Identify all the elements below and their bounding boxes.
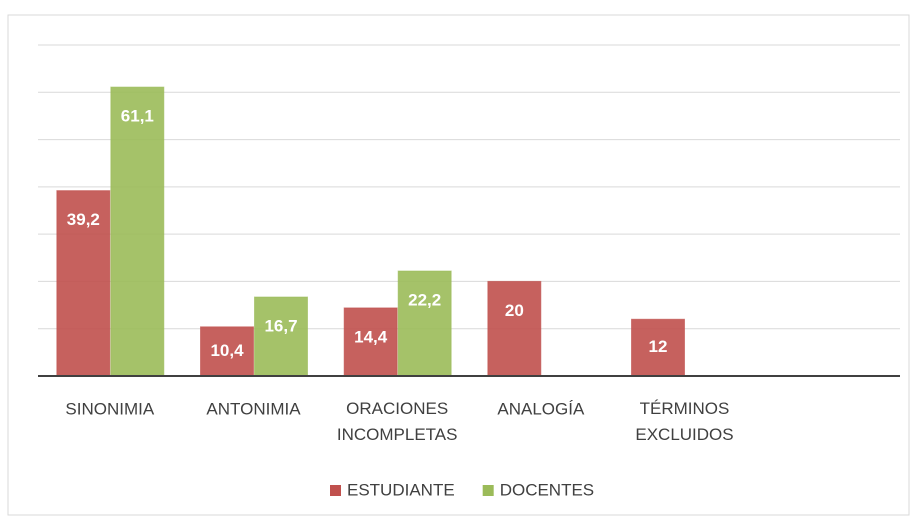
x-tick-line: EXCLUIDOS [635,425,733,444]
legend-swatch [330,485,341,496]
bar [56,190,111,377]
data-label: 20 [505,301,524,320]
data-label: 22,2 [408,291,441,310]
x-tick-label: TÉRMINOS EXCLUIDOS [635,399,733,444]
data-label: 10,4 [210,341,244,360]
x-tick-label: ANALOGÍA [497,399,585,418]
data-label: 14,4 [354,327,388,346]
x-tick-label: SINONIMIA [65,399,154,418]
legend-swatch [482,485,494,496]
x-tick-line: ORACIONES [346,399,448,418]
data-label: 39,2 [67,210,100,229]
bar [200,326,254,377]
legend-label: ESTUDIANTE [347,480,455,499]
x-tick-line: TÉRMINOS [640,399,730,418]
bar [110,86,165,377]
legend-label: DOCENTES [500,480,594,499]
data-label: 12 [649,337,668,356]
x-tick-line: INCOMPLETAS [337,425,458,444]
bar [487,280,542,377]
bar [631,318,685,377]
bar [254,296,308,377]
bar [397,270,452,377]
x-tick-label: ORACIONES INCOMPLETAS [337,399,458,444]
data-label: 61,1 [121,107,154,126]
data-label: 16,7 [264,317,297,336]
x-tick-label: ANTONIMIA [206,399,301,418]
bar [343,307,398,377]
